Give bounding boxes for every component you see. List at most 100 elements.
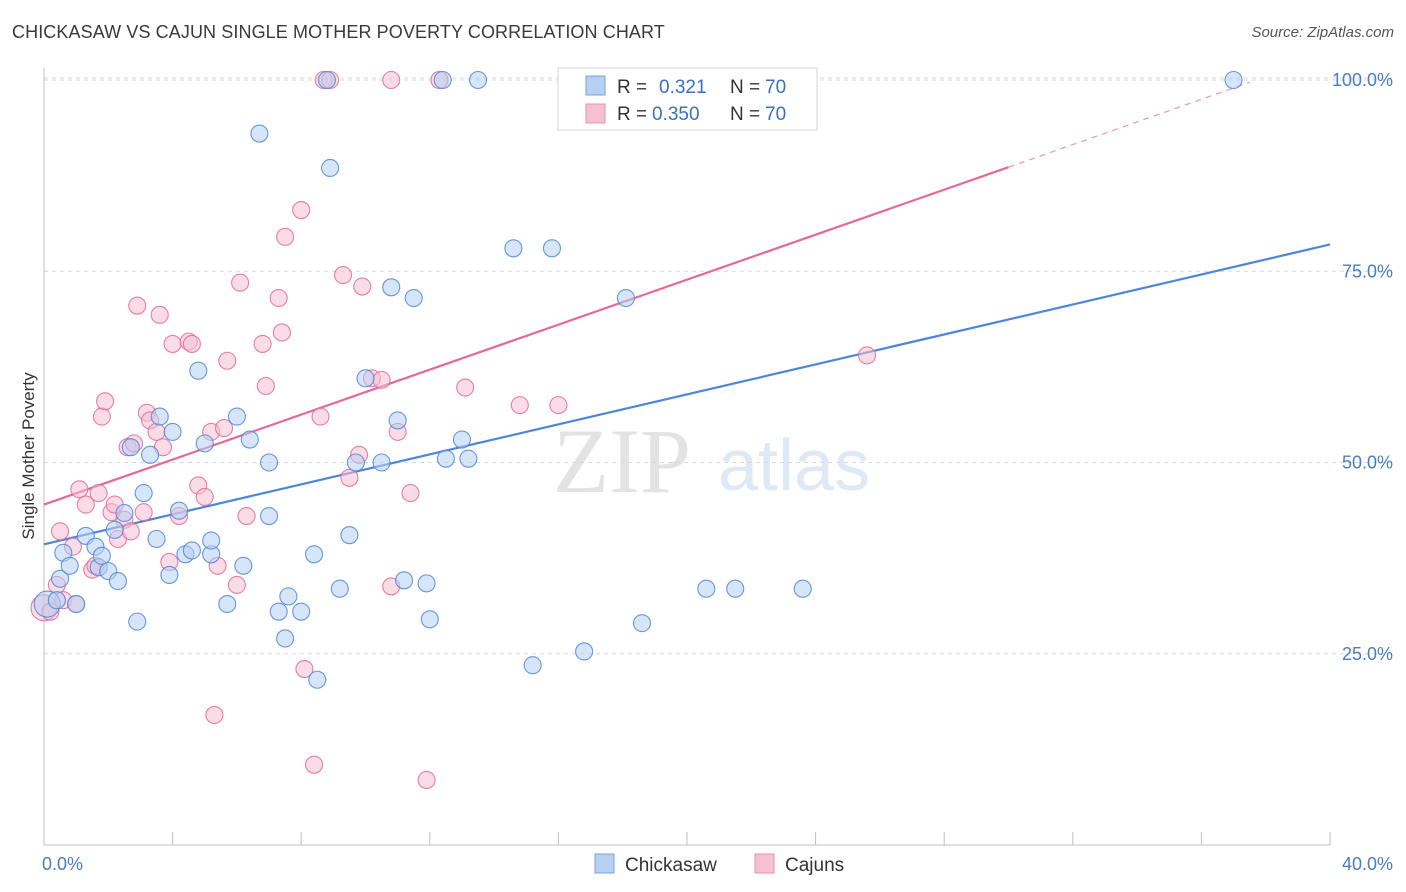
chickasaw-point (726, 579, 745, 598)
x-tick-label-min: 0.0% (42, 854, 83, 874)
cajuns-point (92, 407, 111, 426)
chickasaw-point (269, 602, 288, 621)
cajuns-point (134, 503, 153, 522)
trend-line-extension-cajuns (1008, 81, 1250, 168)
y-tick-label-25: 25.0% (1342, 644, 1393, 664)
cajuns-point (51, 522, 70, 541)
legend-r-value-cajuns: 0.350 (652, 104, 700, 125)
chickasaw-point (433, 70, 452, 90)
cajuns-point (89, 484, 108, 503)
legend-n-label-chickasaw: N = (730, 77, 760, 98)
cajuns-point (549, 396, 568, 415)
chickasaw-point (169, 501, 189, 520)
chickasaw-point (504, 239, 523, 258)
chickasaw-point (279, 587, 298, 606)
chickasaw-point (436, 449, 455, 468)
chickasaw-point (115, 503, 134, 523)
x-ticks (43, 832, 1331, 845)
cajuns-point (128, 296, 147, 315)
chickasaw-point (141, 445, 160, 464)
chickasaw-point (388, 411, 407, 430)
cajuns-point (218, 351, 237, 370)
cajuns-point (295, 659, 314, 679)
legend-n-value-chickasaw: 70 (765, 77, 786, 98)
chickasaw-point (305, 545, 324, 564)
chickasaw-point (330, 579, 349, 598)
chickasaw-point (308, 670, 327, 689)
chickasaw-point (202, 531, 221, 550)
chickasaw-point (317, 70, 336, 90)
cajuns-point (253, 334, 272, 353)
bottom-legend-label-chickasaw: Chickasaw (625, 855, 717, 876)
chickasaw-point (542, 239, 562, 258)
chickasaw-point (51, 569, 70, 588)
cajuns-point (195, 487, 214, 506)
chickasaw-point (382, 278, 401, 297)
chickasaw-point (793, 579, 812, 598)
chickasaw-point (60, 556, 79, 575)
chickasaw-point (182, 541, 201, 560)
cajuns-point (269, 288, 288, 308)
cajuns-point (311, 407, 330, 426)
chickasaw-point (459, 449, 478, 468)
cajuns-point (857, 346, 877, 365)
chickasaw-point (234, 556, 253, 575)
chickasaw-point (346, 453, 365, 472)
chickasaw-point (259, 506, 279, 526)
legend-r-label-chickasaw: R = (617, 77, 647, 98)
chickasaw-point (276, 629, 295, 648)
cajuns-point (305, 755, 324, 774)
legend-r-value-chickasaw: 0.321 (659, 77, 707, 98)
chickasaw-point (523, 656, 542, 675)
chickasaw-point (160, 565, 179, 585)
chickasaw-point (134, 484, 153, 503)
watermark-zip: ZIP (553, 410, 691, 512)
chickasaw-point (468, 70, 488, 90)
chickasaw-point (321, 158, 340, 178)
x-tick-label-max: 40.0% (1342, 854, 1393, 874)
cajuns-point (256, 376, 275, 396)
cajuns-point (333, 266, 353, 285)
chickasaw-points (33, 70, 1243, 689)
cajuns-point (227, 575, 246, 594)
cajuns-point (276, 227, 295, 246)
bottom-legend-label-cajuns: Cajuns (785, 855, 844, 876)
chickasaw-point (227, 407, 246, 426)
legend-n-label-cajuns: N = (730, 104, 760, 125)
chickasaw-point (452, 430, 472, 449)
cajuns-point (150, 305, 169, 324)
bottom-legend-swatch-cajuns (754, 853, 775, 874)
chickasaw-point (356, 369, 375, 388)
chickasaw-point (105, 520, 124, 539)
watermark: ZIP atlas (553, 410, 870, 512)
y-tick-label-50: 50.0% (1342, 453, 1393, 473)
chickasaw-point (121, 438, 140, 457)
chickasaw-point (92, 546, 111, 565)
cajuns-point (70, 480, 89, 499)
chickasaw-point (259, 453, 279, 472)
chickasaw-point (697, 579, 716, 598)
chickasaw-point (250, 124, 269, 143)
chart-title: CHICKASAW VS CAJUN SINGLE MOTHER POVERTY… (12, 22, 665, 42)
correlation-legend: R = 0.321 N = 70 R = 0.350 N = 70 (557, 67, 818, 131)
cajuns-point (205, 705, 224, 725)
y-axis-title: Single Mother Poverty (19, 372, 38, 540)
cajuns-point (372, 370, 391, 389)
cajuns-point (292, 201, 311, 220)
chickasaw-point (108, 572, 127, 591)
chickasaw-point (404, 288, 423, 308)
legend-r-label-cajuns: R = (617, 104, 647, 125)
cajuns-point (121, 522, 140, 541)
chickasaw-point (163, 422, 182, 441)
cajuns-point (456, 378, 475, 397)
cajuns-point (417, 770, 436, 790)
chickasaw-point (240, 430, 259, 449)
chickasaw-point (340, 526, 359, 545)
source-credit: Source: ZipAtlas.com (1251, 24, 1394, 41)
chickasaw-point (218, 594, 237, 614)
y-tick-labels: 25.0% 50.0% 75.0% 100.0% (1332, 70, 1393, 664)
chickasaw-point (128, 612, 147, 631)
chickasaw-point (147, 529, 166, 549)
cajuns-point (353, 277, 372, 296)
